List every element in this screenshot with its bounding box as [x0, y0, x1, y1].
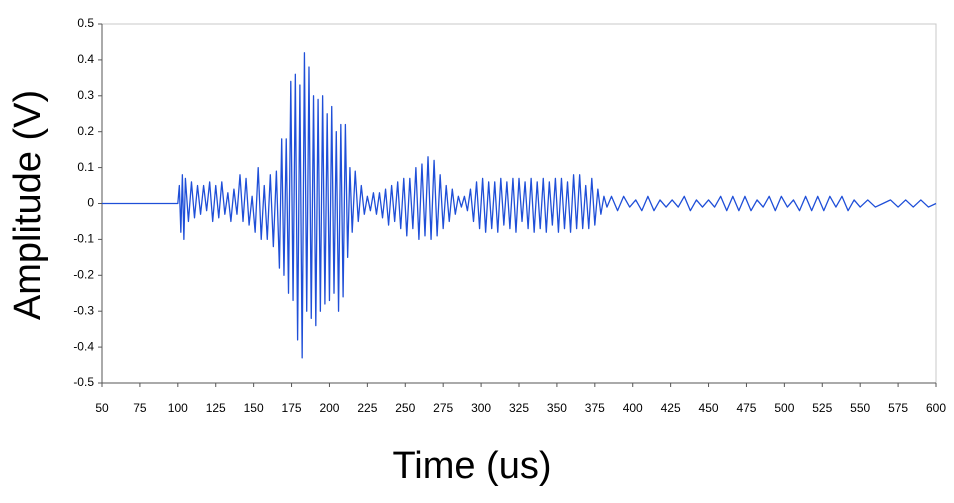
x-tick-label: 100 — [168, 401, 188, 415]
x-tick-label: 225 — [357, 401, 377, 415]
x-tick-label: 200 — [319, 401, 339, 415]
y-tick-label: 0.3 — [77, 88, 94, 102]
x-tick-label: 550 — [850, 401, 870, 415]
x-tick-label: 325 — [509, 401, 529, 415]
x-tick-label: 575 — [888, 401, 908, 415]
signal-line — [102, 52, 937, 359]
x-tick-label: 525 — [812, 401, 832, 415]
y-tick-label: -0.1 — [73, 232, 94, 246]
x-tick-label: 350 — [547, 401, 567, 415]
x-tick-label: 375 — [585, 401, 605, 415]
x-tick-label: 300 — [471, 401, 491, 415]
x-tick-label: 175 — [282, 401, 302, 415]
y-tick-label: 0.4 — [77, 52, 94, 66]
x-tick-label: 150 — [244, 401, 264, 415]
y-tick-label: -0.2 — [73, 267, 94, 281]
y-tick-label: 0.2 — [77, 124, 94, 138]
plot-area — [101, 23, 937, 384]
x-tick-label: 425 — [661, 401, 681, 415]
x-tick-label: 500 — [774, 401, 794, 415]
y-tick-label: -0.3 — [73, 303, 94, 317]
x-tick-label: 75 — [133, 401, 147, 415]
y-tick-label: -0.5 — [73, 375, 94, 389]
x-tick-label: 450 — [699, 401, 719, 415]
x-tick-label: 600 — [926, 401, 946, 415]
y-axis-title: Amplitude (V) — [7, 90, 49, 320]
x-tick-label: 400 — [623, 401, 643, 415]
x-tick-label: 125 — [206, 401, 226, 415]
y-tick-label: -0.4 — [73, 339, 94, 353]
y-tick-label: 0 — [87, 196, 94, 210]
y-tick-label: 0.1 — [77, 160, 94, 174]
x-tick-label: 475 — [736, 401, 756, 415]
y-tick-label: 0.5 — [77, 16, 94, 30]
x-tick-label: 250 — [395, 401, 415, 415]
x-axis-title: Time (us) — [392, 445, 551, 487]
x-tick-label: 50 — [95, 401, 109, 415]
x-tick-label: 275 — [433, 401, 453, 415]
